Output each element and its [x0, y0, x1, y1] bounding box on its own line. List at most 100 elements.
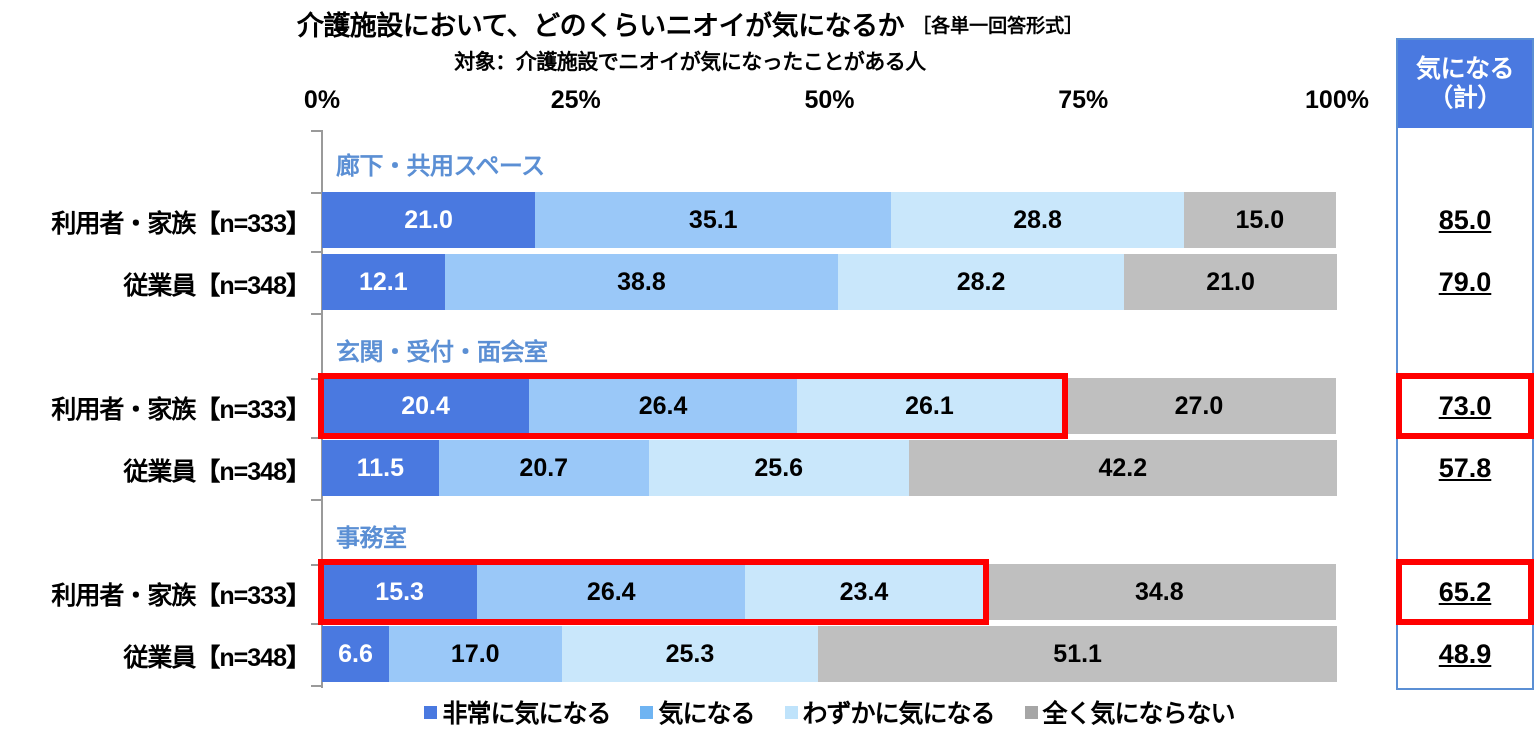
chart-row: 利用者・家族【n=333】 20.4 26.4 26.1 27.0	[51, 378, 1337, 434]
total-value-cell: 73.0	[1438, 390, 1492, 421]
group-heading-label: 玄関・受付・面会室	[336, 339, 548, 366]
stacked-bar: 20.4 26.4 26.1 27.0	[322, 378, 1337, 434]
bar-segment-value: 26.4	[638, 391, 688, 420]
bar-segment: 28.8	[891, 192, 1184, 248]
chart-row: 利用者・家族【n=333】 21.0 35.1 28.8 15.0	[51, 192, 1337, 248]
bar-segment: 51.1	[818, 626, 1337, 682]
bar-segment: 20.4	[322, 378, 530, 434]
row-category-label: 利用者・家族【n=333】	[51, 582, 311, 610]
bar-segment: 26.4	[529, 378, 797, 434]
bar-segment: 15.0	[1183, 192, 1336, 248]
bar-segment: 15.3	[322, 564, 478, 620]
bar-segment: 20.7	[438, 440, 649, 496]
bar-segment-value: 23.4	[839, 577, 889, 606]
y-axis-tick	[311, 251, 321, 253]
legend-swatch-icon	[784, 705, 798, 719]
bar-segment-value: 21.0	[1206, 267, 1255, 296]
stacked-bar: 12.1 38.8 28.2 21.0	[322, 254, 1337, 310]
bar-segment: 25.3	[561, 626, 819, 682]
stacked-bar: 11.5 20.7 25.6 42.2	[322, 440, 1337, 496]
row-category-label: 従業員【n=348】	[123, 458, 311, 486]
legend-label: わずかに気になる	[802, 700, 996, 728]
bar-segment: 27.0	[1061, 378, 1336, 434]
bar-segment-value: 12.1	[359, 267, 408, 296]
bar-segment-value: 38.8	[617, 267, 666, 296]
totals-panel-header: 気になる （計）	[1398, 40, 1532, 128]
bar-segment-value: 26.1	[905, 391, 954, 420]
bar-segment-value: 35.1	[688, 205, 738, 234]
y-axis-tick	[311, 378, 321, 380]
chart-row: 従業員【n=348】 12.1 38.8 28.2 21.0	[123, 254, 1337, 310]
x-axis-tick-label: 50%	[804, 86, 855, 114]
bar-segment: 34.8	[982, 564, 1336, 620]
stacked-bar: 6.6 17.0 25.3 51.1	[322, 626, 1337, 682]
page-title: 介護施設において、どのくらいニオイが気になるか	[296, 11, 905, 41]
legend-swatch-icon	[1024, 705, 1038, 719]
x-axis-tick-label: 0%	[303, 86, 341, 114]
total-value-cell: 48.9	[1438, 638, 1492, 669]
x-axis-tick-label: 25%	[550, 86, 601, 114]
group-heading-label: 廊下・共用スペース	[336, 153, 545, 180]
row-category-label: 利用者・家族【n=333】	[51, 210, 311, 238]
bar-segment-value: 27.0	[1174, 391, 1224, 420]
bar-segment: 6.6	[322, 626, 389, 682]
bar-segment: 26.1	[797, 378, 1062, 434]
group-heading-row: 事務室	[322, 502, 1337, 564]
bar-segment: 38.8	[444, 254, 839, 310]
group-heading-row: 廊下・共用スペース	[322, 130, 1337, 192]
x-axis-labels: 0% 25% 50% 75% 100%	[304, 86, 1369, 118]
group-heading-label: 事務室	[336, 525, 407, 552]
bar-segment: 35.1	[535, 192, 892, 248]
bar-segment-value: 25.6	[754, 453, 804, 482]
chart-subtitle: 対象：介護施設でニオイが気になったことがある人	[454, 51, 926, 74]
bar-segment-value: 11.5	[356, 453, 404, 482]
x-axis-tick-label: 75%	[1058, 86, 1109, 114]
y-axis-tick	[311, 564, 321, 566]
legend-swatch-icon	[424, 705, 438, 719]
bar-segment: 21.0	[1124, 254, 1337, 310]
row-category-label: 利用者・家族【n=333】	[51, 396, 311, 424]
plot-area: 廊下・共用スペース利用者・家族【n=333】 21.0 35.1 28.8 15.0 従業…	[51, 130, 1337, 688]
y-axis-tick	[311, 192, 321, 194]
legend-item[interactable]: 気になる	[640, 694, 756, 730]
total-value-cell: 85.0	[1438, 204, 1492, 235]
bar-segment-value: 25.3	[665, 639, 715, 668]
y-axis-tick	[311, 685, 321, 687]
title-note: ［各単一回答形式］	[912, 16, 1084, 37]
y-axis-tick	[311, 130, 321, 132]
legend-item[interactable]: 全く気にならない	[1024, 694, 1236, 730]
stacked-bar: 21.0 35.1 28.8 15.0	[322, 192, 1337, 248]
bar-segment: 42.2	[908, 440, 1337, 496]
bar-segment: 21.0	[322, 192, 536, 248]
group-heading-row: 玄関・受付・面会室	[322, 316, 1337, 378]
chart-row: 従業員【n=348】 6.6 17.0 25.3 51.1	[123, 626, 1337, 682]
bar-segment-value: 20.7	[519, 453, 569, 482]
totals-header-line1: 気になる	[1415, 55, 1515, 84]
stacked-bar: 15.3 26.4 23.4 34.8	[322, 564, 1337, 620]
bar-segment: 12.1	[322, 254, 445, 310]
bar-segment-value: 28.8	[1013, 205, 1062, 234]
bar-segment-value: 17.0	[450, 639, 500, 668]
bar-segment-value: 26.4	[586, 577, 636, 606]
legend-item[interactable]: わずかに気になる	[784, 694, 996, 730]
bar-segment-value: 51.1	[1053, 639, 1102, 668]
bar-segment: 11.5	[322, 440, 439, 496]
bar-segment-value: 42.2	[1098, 453, 1148, 482]
chart-row: 従業員【n=348】 11.5 20.7 25.6 42.2	[123, 440, 1337, 496]
totals-panel: 気になる （計） 85.0 79.0 73.0 57.8 65.2 48.9	[1396, 38, 1534, 690]
bar-segment: 23.4	[745, 564, 983, 620]
y-axis-tick	[311, 313, 321, 315]
bar-segment: 26.4	[477, 564, 746, 620]
bar-segment-value: 15.0	[1235, 205, 1285, 234]
legend-label: 気になる	[658, 700, 755, 728]
bar-segment-value: 6.6	[338, 639, 373, 668]
total-value-cell: 65.2	[1438, 576, 1492, 607]
y-axis-tick	[311, 437, 321, 439]
total-value-cell: 57.8	[1438, 452, 1492, 483]
legend-item[interactable]: 非常に気になる	[424, 694, 611, 730]
total-value-cell: 79.0	[1438, 266, 1492, 297]
bar-segment-value: 28.2	[956, 267, 1006, 296]
chart-legend: 非常に気になる 気になる わずかに気になる 全く気にならない	[322, 694, 1337, 730]
legend-label: 全く気にならない	[1042, 700, 1236, 728]
bar-segment-value: 20.4	[401, 391, 450, 420]
